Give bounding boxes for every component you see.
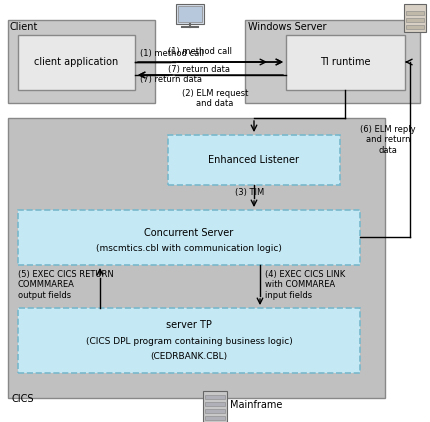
Bar bbox=[405, 25, 423, 29]
Text: Enhanced Listener: Enhanced Listener bbox=[208, 155, 299, 165]
Bar bbox=[205, 402, 224, 406]
Text: (2) ELM request
and data: (2) ELM request and data bbox=[181, 89, 248, 108]
Text: (CEDRBANK.CBL): (CEDRBANK.CBL) bbox=[150, 352, 227, 360]
Text: TI runtime: TI runtime bbox=[319, 57, 369, 67]
Text: (7) return data: (7) return data bbox=[168, 65, 230, 74]
Text: CICS: CICS bbox=[12, 394, 34, 404]
Bar bbox=[168, 135, 339, 185]
Text: Mainframe: Mainframe bbox=[230, 400, 282, 410]
Text: (4) EXEC CICS LINK
with COMMAREA
input fields: (4) EXEC CICS LINK with COMMAREA input f… bbox=[264, 270, 344, 300]
Bar bbox=[175, 4, 203, 24]
Bar bbox=[244, 20, 419, 103]
Bar bbox=[203, 391, 227, 422]
Text: Concurrent Server: Concurrent Server bbox=[144, 228, 233, 238]
Text: (5) EXEC CICS RETURN
COMMMAREA
output fields: (5) EXEC CICS RETURN COMMMAREA output fi… bbox=[18, 270, 114, 300]
Bar bbox=[8, 20, 155, 103]
Bar bbox=[286, 35, 404, 90]
Text: (1) method call: (1) method call bbox=[168, 47, 231, 56]
Text: server TP: server TP bbox=[166, 320, 212, 330]
Bar bbox=[8, 118, 384, 398]
Text: Windows Server: Windows Server bbox=[247, 22, 326, 32]
Bar bbox=[205, 395, 224, 399]
Text: client application: client application bbox=[34, 57, 118, 67]
Bar bbox=[205, 409, 224, 413]
Text: (mscmtics.cbl with communication logic): (mscmtics.cbl with communication logic) bbox=[96, 243, 281, 252]
Text: (7) return data: (7) return data bbox=[140, 75, 202, 84]
Bar bbox=[403, 4, 425, 32]
Bar bbox=[405, 11, 423, 15]
Text: (6) ELM reply
and return
data: (6) ELM reply and return data bbox=[359, 125, 415, 155]
Bar bbox=[178, 6, 202, 22]
Text: Client: Client bbox=[10, 22, 38, 32]
Text: (CICS DPL program containing business logic): (CICS DPL program containing business lo… bbox=[86, 336, 292, 346]
Bar bbox=[18, 35, 135, 90]
Text: (3) TIM: (3) TIM bbox=[234, 187, 264, 197]
Bar bbox=[18, 308, 359, 373]
Bar bbox=[18, 210, 359, 265]
Text: (1) method call: (1) method call bbox=[140, 49, 203, 58]
Bar bbox=[205, 416, 224, 420]
Bar bbox=[405, 18, 423, 22]
